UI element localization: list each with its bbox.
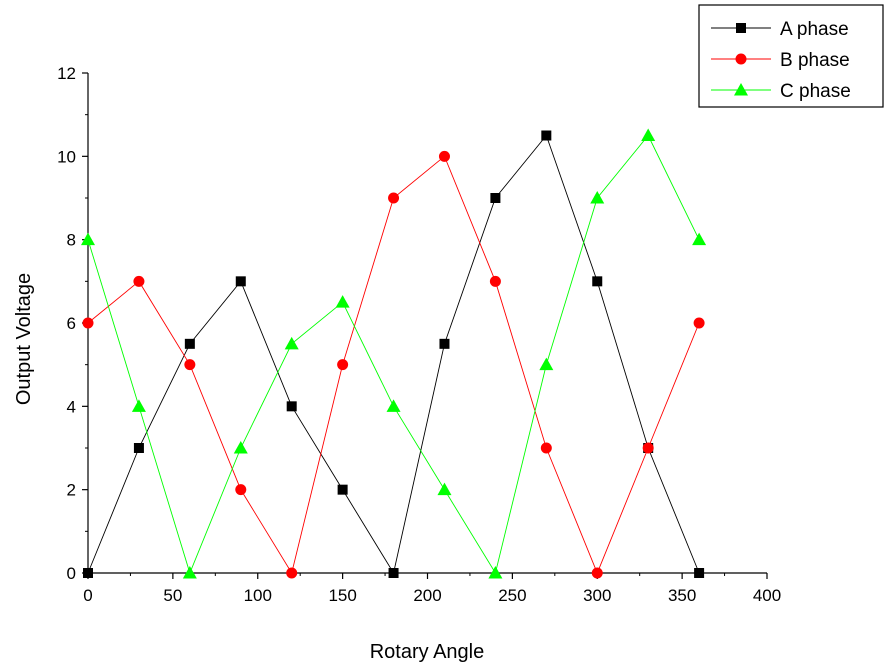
data-point — [693, 317, 705, 329]
data-point — [540, 442, 552, 454]
legend-marker — [736, 23, 746, 33]
y-axis-label: Output Voltage — [13, 273, 35, 405]
y-tick-label: 4 — [67, 397, 76, 416]
data-point — [437, 482, 452, 496]
data-point — [692, 232, 707, 246]
data-point — [81, 232, 95, 246]
plot-area: 0 50 100 150 200 250 300 350 400 0 2 4 6 8 10 12 — [57, 64, 781, 605]
data-point — [82, 317, 94, 329]
data-point — [133, 443, 144, 453]
series-2 — [82, 150, 705, 579]
data-point — [337, 484, 348, 495]
data-point — [694, 568, 705, 578]
data-point — [642, 442, 654, 454]
data-point — [235, 484, 247, 496]
data-point — [184, 359, 196, 371]
data-point — [438, 150, 450, 162]
data-point — [641, 128, 656, 141]
data-point — [489, 275, 501, 287]
y-tick-label: 0 — [67, 564, 76, 583]
data-point — [235, 276, 246, 287]
legend-marker — [735, 53, 747, 65]
data-point — [184, 338, 195, 349]
legend-marker — [734, 83, 748, 96]
y-tick-label: 10 — [57, 147, 76, 166]
x-tick-label: 150 — [328, 586, 356, 605]
x-tick-label: 50 — [163, 586, 182, 605]
data-point — [286, 567, 298, 579]
y-tick-label: 8 — [67, 231, 76, 250]
data-point — [388, 192, 400, 204]
x-tick-label: 100 — [244, 586, 272, 605]
x-axis-label: Rotary Angle — [370, 641, 485, 663]
data-point — [83, 568, 93, 578]
y-tick-label: 12 — [57, 64, 76, 83]
legend-label: B phase — [780, 50, 850, 71]
data-point — [386, 399, 401, 412]
y-tick-label: 2 — [67, 481, 76, 500]
legend-label: A phase — [780, 19, 849, 40]
data-point — [539, 357, 554, 371]
legend: A phase B phase C phase — [698, 4, 884, 108]
data-point — [133, 275, 145, 287]
x-tick-label: 400 — [753, 586, 781, 605]
data-point — [284, 336, 299, 350]
y-ticks: 0 2 4 6 8 10 12 — [57, 64, 88, 583]
series-3 — [81, 128, 707, 579]
data-point — [439, 338, 450, 349]
data-point — [131, 399, 146, 412]
x-tick-label: 250 — [498, 586, 526, 605]
data-point — [490, 193, 501, 203]
data-point — [233, 441, 248, 454]
y-tick-label: 6 — [67, 314, 76, 333]
data-point — [591, 567, 603, 579]
series-layer — [81, 128, 707, 579]
data-point — [590, 191, 605, 204]
legend-label: C phase — [780, 81, 851, 102]
x-tick-label: 350 — [668, 586, 696, 605]
x-tick-label: 0 — [83, 586, 92, 605]
data-point — [335, 295, 350, 308]
x-tick-label: 200 — [413, 586, 441, 605]
data-point — [182, 566, 197, 579]
data-point — [592, 276, 603, 287]
data-point — [337, 359, 349, 371]
x-tick-label: 300 — [583, 586, 611, 605]
data-point — [488, 566, 503, 579]
data-point — [541, 130, 552, 141]
data-point — [286, 401, 297, 412]
data-point — [388, 568, 399, 578]
